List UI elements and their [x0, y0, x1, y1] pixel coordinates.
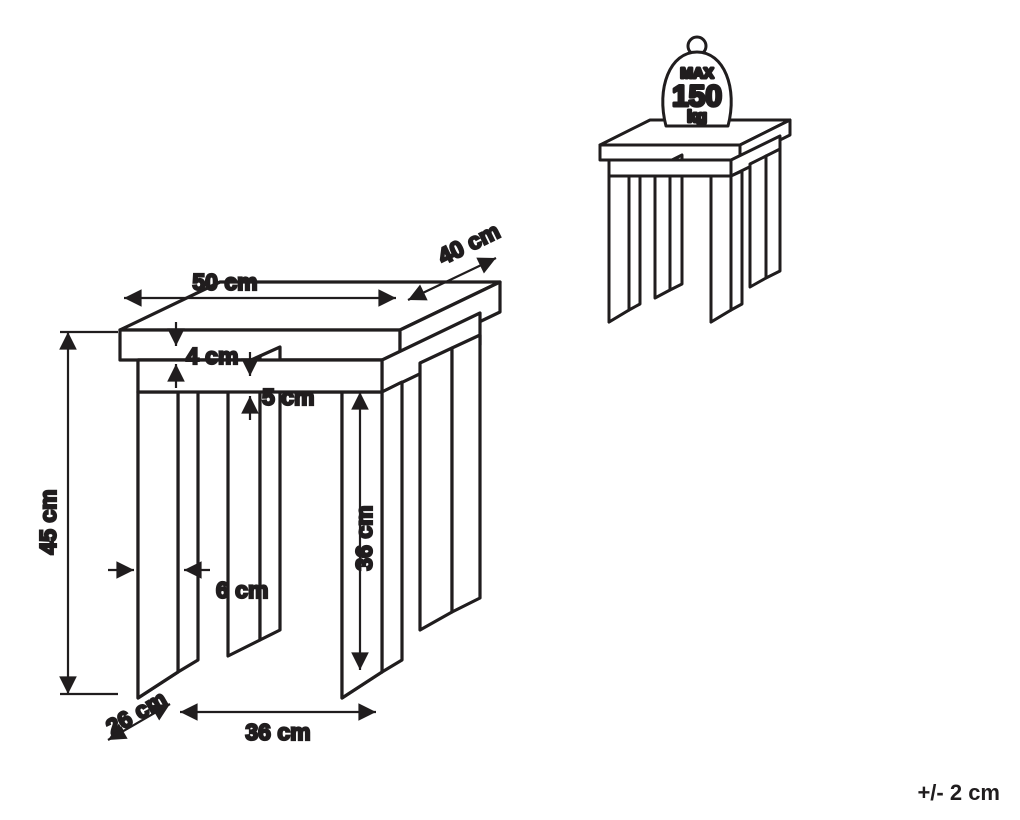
weight-unit: kg	[687, 107, 707, 126]
dim-leg-thickness: 6 cm	[216, 577, 268, 603]
weight-icon: MAX 150 kg	[663, 37, 731, 126]
dim-top-thickness: 4 cm	[186, 343, 238, 369]
dim-depth: 40 cm	[434, 218, 504, 270]
dim-width: 50 cm	[192, 269, 257, 295]
dim-apron: 5 cm	[262, 384, 314, 410]
dim-height: 45 cm	[35, 489, 61, 554]
load-capacity-diagram: MAX 150 kg	[600, 37, 790, 322]
tolerance-note: +/- 2 cm	[917, 780, 1000, 805]
dim-foot-span: 36 cm	[245, 719, 310, 745]
dim-clearance: 36 cm	[351, 505, 377, 570]
